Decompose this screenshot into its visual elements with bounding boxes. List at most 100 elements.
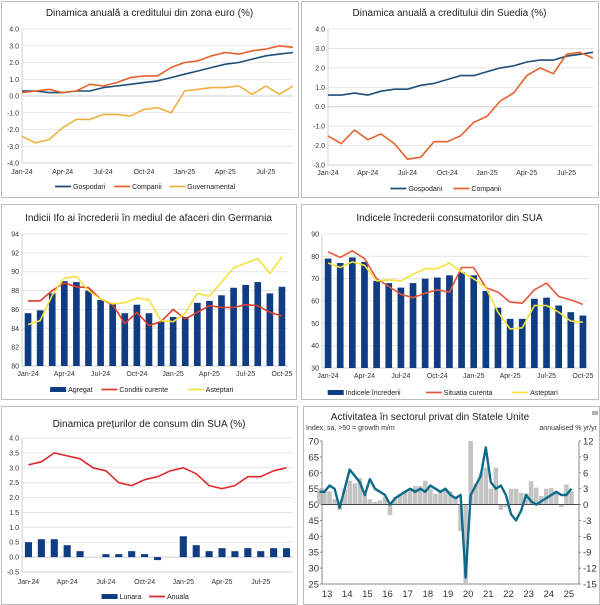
bar [397, 287, 405, 368]
legend-item: Gospodarii [390, 186, 443, 193]
y-tick-label: 2.0 [315, 65, 325, 72]
chart-6: Activitatea în sectorul privat din State… [303, 406, 600, 605]
bar [109, 303, 117, 366]
x-tick-label: 13 [322, 589, 333, 600]
x-tick-label: Jul-24 [94, 169, 113, 176]
bar [392, 496, 398, 505]
x-tick-label: Apr-24 [52, 169, 73, 176]
bar [218, 295, 225, 366]
bar [433, 277, 441, 368]
legend-item: Companii [453, 186, 501, 193]
y-tick-label: 1.0 [9, 525, 19, 532]
y-tick-label: 40 [308, 532, 319, 543]
legend-swatch [50, 387, 67, 392]
bar [352, 483, 358, 505]
chart-panel [303, 406, 600, 605]
y-tick-label: 80 [311, 254, 319, 261]
y2-tick-label: 0 [583, 500, 588, 511]
bar [513, 488, 519, 505]
x-tick-label: 22 [503, 589, 514, 600]
bar [543, 297, 550, 368]
bar [377, 500, 383, 505]
bar [349, 257, 356, 368]
x-tick-label: Jan-25 [162, 371, 184, 378]
bar [37, 539, 45, 558]
bar [60, 281, 68, 366]
chart-panel [301, 1, 599, 198]
bar [448, 491, 453, 505]
bar [76, 551, 84, 558]
x-tick-label: Oct-25 [572, 373, 593, 380]
y-tick-label: -3.0 [313, 163, 325, 170]
y-tick-label: -3.0 [7, 144, 19, 151]
x-tick-label: Jul-25 [537, 373, 556, 380]
y2-tick-label: -3 [583, 516, 591, 527]
bar [48, 293, 56, 366]
bar [506, 318, 514, 368]
bar [488, 488, 494, 505]
bar [85, 290, 92, 366]
y-tick-label: 3.0 [315, 46, 325, 53]
bar [421, 278, 429, 368]
x-tick-label: Jul-24 [398, 170, 417, 177]
x-tick-label: Apr-25 [516, 170, 537, 177]
series-line [28, 282, 283, 327]
bar [257, 551, 265, 558]
y-tick-label: -1.0 [7, 110, 19, 117]
y-tick-label: 30 [311, 366, 319, 373]
x-tick-label: 14 [342, 589, 353, 600]
series-line [327, 261, 583, 330]
y-tick-label: 0.0 [9, 555, 19, 562]
legend-label: Conditii curente [119, 387, 168, 394]
y-tick-label: 80 [11, 364, 19, 371]
y-tick-label: 40 [311, 343, 319, 350]
x-tick-label: 18 [423, 589, 434, 600]
y2-tick-label: 6 [583, 468, 588, 479]
bar [385, 283, 393, 368]
bar [362, 493, 368, 505]
y-tick-label: 25 [308, 580, 319, 591]
y-tick-label: 65 [308, 452, 319, 463]
bar [428, 488, 433, 505]
x-tick-label: 23 [523, 589, 534, 600]
y2-tick-label: -6 [583, 532, 591, 543]
legend-label: Companii [132, 184, 162, 191]
y2-tick-label: 12 [583, 437, 594, 448]
x-tick-label: Oct-24 [134, 579, 155, 586]
bar [141, 554, 149, 558]
y-tick-label: 3.5 [9, 450, 19, 457]
bar [24, 542, 33, 558]
chart-title: Indicele încrederii consumatorilor din S… [356, 213, 543, 224]
bar [270, 548, 278, 558]
legend-item: Conditii curente [101, 387, 168, 394]
x-tick-label: 19 [443, 589, 454, 600]
y-tick-label: 1.0 [315, 85, 325, 92]
bar [543, 488, 549, 505]
bar [470, 275, 478, 368]
legend-label: Companii [471, 186, 501, 193]
x-tick-label: Jan-25 [173, 579, 195, 586]
bar [483, 467, 489, 505]
bar [446, 275, 453, 368]
bar [205, 551, 213, 558]
legend-item: Asteptari [187, 387, 234, 394]
bar [397, 493, 403, 505]
y-tick-label: 90 [11, 269, 19, 276]
x-tick-label: Jan-24 [11, 169, 33, 176]
bar [242, 284, 250, 366]
x-tick-label: Jan-24 [17, 371, 39, 378]
series-line [21, 85, 294, 144]
legend-item: Asteptari [512, 390, 558, 397]
bar [498, 504, 504, 510]
x-tick-label: Jul-25 [256, 169, 275, 176]
legend-item: Agregat [50, 387, 93, 394]
bar [555, 305, 562, 368]
series-line [28, 452, 287, 490]
y-tick-label: 50 [308, 500, 319, 511]
bar [438, 491, 443, 505]
y-tick-label: -2.0 [313, 143, 325, 150]
bar [133, 304, 141, 366]
bar [528, 481, 534, 505]
chart-2: Dinamica anuală a creditului din Suedia … [301, 1, 599, 198]
legend-label: Asteptari [206, 387, 234, 394]
